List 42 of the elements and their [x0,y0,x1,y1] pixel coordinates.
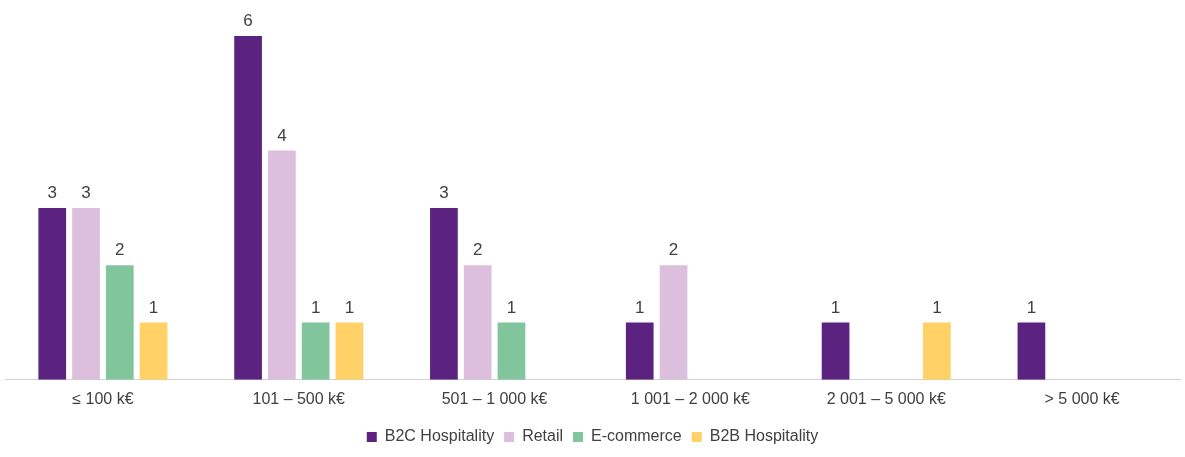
x-tick-label: ≤ 100 k€ [72,389,134,407]
bar [38,207,67,380]
bar [463,265,492,380]
bar [625,322,654,380]
bar [335,322,364,380]
data-label: 1 [310,297,321,317]
bar [139,322,168,380]
legend-label: B2C Hospitality [384,427,495,445]
data-label: 2 [115,240,125,260]
bar [301,322,330,380]
data-label: 1 [506,297,517,317]
legend-label: E-commerce [591,427,682,445]
data-label: 1 [148,297,159,317]
data-label: 3 [47,183,57,203]
bar [72,207,100,380]
bar [821,322,850,380]
data-label: 2 [668,240,679,260]
bar [105,265,134,380]
bar [1017,322,1046,380]
data-label: 3 [81,183,91,203]
data-label: 3 [439,183,449,203]
data-label: 1 [635,297,645,317]
data-label: 1 [932,297,942,317]
data-label: 4 [277,125,287,145]
x-tick-label: 1 001 – 2 000 k€ [630,389,751,407]
bar [659,265,688,380]
legend-label: Retail [522,427,564,445]
x-tick-label: > 5 000 k€ [1044,389,1120,407]
x-tick-label: 501 – 1 000 k€ [441,389,548,407]
data-label: 2 [472,240,483,260]
bar [234,36,262,380]
legend-label: B2B Hospitality [709,427,819,445]
bar [268,150,296,380]
bar [430,207,458,380]
data-label: 1 [1026,297,1037,317]
x-tick-label: 101 – 500 k€ [252,389,346,407]
data-label: 6 [243,11,253,31]
x-tick-label: 2 001 – 5 000 k€ [826,389,946,407]
data-label: 1 [344,297,355,317]
bar [923,322,951,380]
data-label: 1 [830,297,841,317]
bar [497,322,526,380]
